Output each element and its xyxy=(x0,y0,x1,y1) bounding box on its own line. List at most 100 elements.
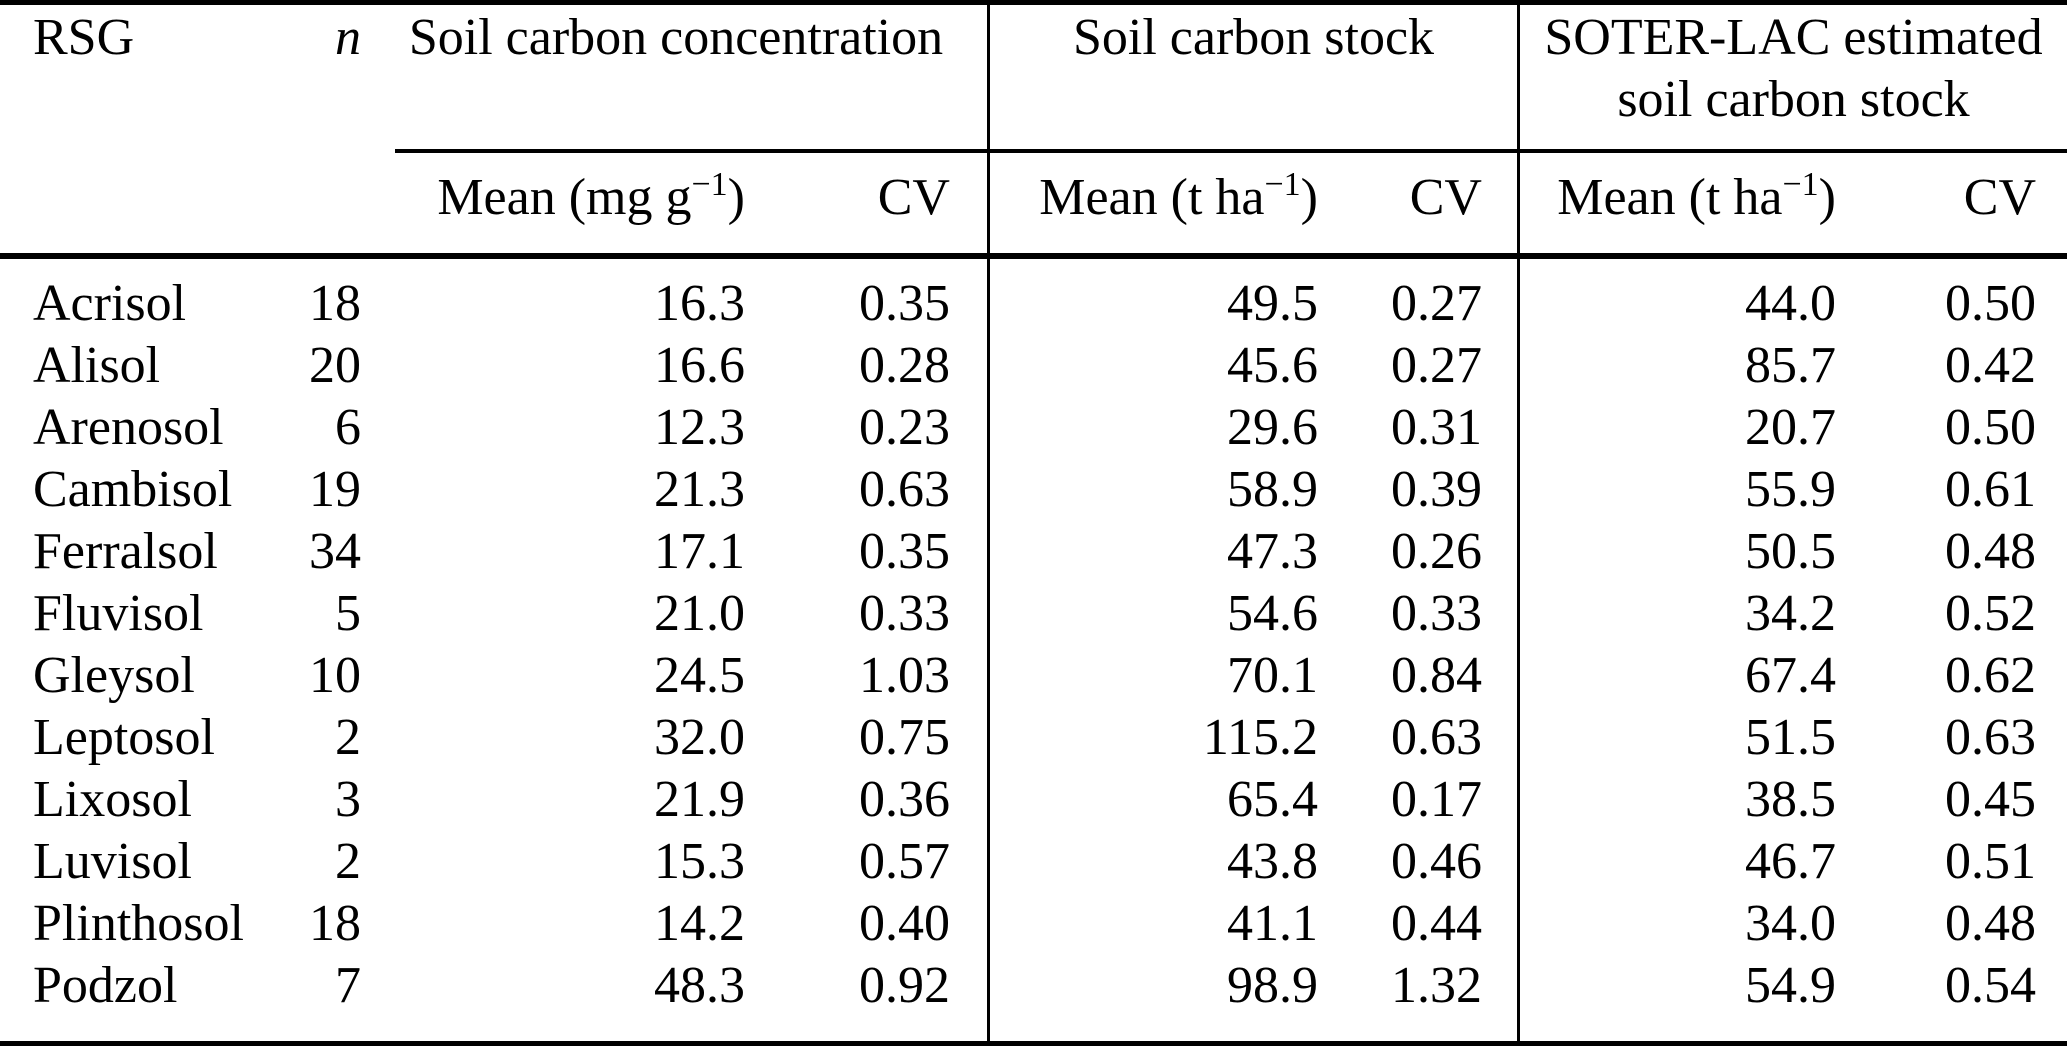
cell-stock-cv: 0.44 xyxy=(1320,893,1520,955)
cell-stock-mean: 58.9 xyxy=(1227,461,1318,518)
cell-conc-cv: 0.57 xyxy=(748,831,990,893)
cell-conc-cv: 0.75 xyxy=(748,707,990,769)
cell-soter-cv: 0.50 xyxy=(1945,274,2037,332)
cell-soter-mean: 50.5 xyxy=(1745,523,1836,580)
cell-conc-mean: 16.3 xyxy=(654,274,745,332)
cell-n: 34 xyxy=(309,523,361,580)
cell-conc-mean: 48.3 xyxy=(654,957,745,1014)
cell-rsg: Alisol xyxy=(33,337,161,394)
cell-n: 10 xyxy=(309,647,361,704)
cell-soter-cv: 0.48 xyxy=(1945,523,2037,580)
cell-soter-cv: 0.54 xyxy=(1945,957,2037,1014)
cell-n: 19 xyxy=(309,461,361,518)
table-row: Gleysol 10 24.5 1.03 70.1 0.84 67.4 0.62 xyxy=(0,645,2067,707)
col-header-stock-cv: CV xyxy=(1320,149,1520,259)
group-header-row: RSG n Soil carbon concentration Soil car… xyxy=(0,5,2067,259)
cell-stock-mean: 70.1 xyxy=(1227,647,1318,704)
cell-stock-mean: 115.2 xyxy=(1202,709,1318,766)
cell-soter-mean: 46.7 xyxy=(1745,833,1836,890)
n-italic-label: n xyxy=(335,9,361,66)
table-row: Acrisol 18 16.3 0.35 49.5 0.27 44.0 0.50 xyxy=(0,259,2067,335)
col-header-soter-cv: CV xyxy=(1838,149,2067,259)
cell-stock-cv: 0.27 xyxy=(1320,335,1520,397)
cell-stock-cv: 1.32 xyxy=(1320,955,1520,1041)
cell-stock-cv: 0.33 xyxy=(1320,583,1520,645)
cell-rsg: Ferralsol xyxy=(33,523,218,580)
table-row: Ferralsol 34 17.1 0.35 47.3 0.26 50.5 0.… xyxy=(0,521,2067,583)
sub-header-row: Mean (mg g−1) CV Mean (t ha−1) CV Mean (… xyxy=(0,149,2067,259)
cell-n: 3 xyxy=(335,771,361,828)
cell-conc-mean: 32.0 xyxy=(654,709,745,766)
cell-rsg: Plinthosol xyxy=(33,895,244,952)
cell-conc-mean: 14.2 xyxy=(654,895,745,952)
cell-conc-cv: 0.35 xyxy=(748,259,990,335)
cell-stock-cv: 0.84 xyxy=(1320,645,1520,707)
table-row: Cambisol 19 21.3 0.63 58.9 0.39 55.9 0.6… xyxy=(0,459,2067,521)
table-header: RSG n Soil carbon concentration Soil car… xyxy=(0,5,2067,259)
table-row: Arenosol 6 12.3 0.23 29.6 0.31 20.7 0.50 xyxy=(0,397,2067,459)
cell-n: 18 xyxy=(309,274,361,332)
cell-rsg: Fluvisol xyxy=(33,585,204,642)
group-header-soil-carbon-stock: Soil carbon stock xyxy=(990,5,1520,149)
superscript-exponent: −1 xyxy=(1264,166,1301,203)
cell-soter-cv: 0.62 xyxy=(1945,647,2037,704)
table-row: Lixosol 3 21.9 0.36 65.4 0.17 38.5 0.45 xyxy=(0,769,2067,831)
cell-stock-mean: 47.3 xyxy=(1227,523,1318,580)
cell-conc-mean: 21.0 xyxy=(654,585,745,642)
col-header-soter-mean: Mean (t ha−1) xyxy=(1520,149,1838,259)
cell-soter-mean: 67.4 xyxy=(1745,647,1836,704)
cell-stock-cv: 0.39 xyxy=(1320,459,1520,521)
col-header-conc-cv: CV xyxy=(748,149,990,259)
cell-n: 2 xyxy=(335,709,361,766)
cell-stock-cv: 0.17 xyxy=(1320,769,1520,831)
cell-n: 18 xyxy=(309,895,361,952)
cell-soter-cv: 0.45 xyxy=(1945,771,2037,828)
cell-soter-mean: 55.9 xyxy=(1745,461,1836,518)
cell-soter-cv: 0.50 xyxy=(1945,399,2037,456)
superscript-exponent: −1 xyxy=(1782,166,1819,203)
cell-conc-cv: 0.63 xyxy=(748,459,990,521)
cell-soter-mean: 44.0 xyxy=(1745,274,1836,332)
cell-conc-cv: 0.36 xyxy=(748,769,990,831)
cell-conc-mean: 12.3 xyxy=(654,399,745,456)
col-header-n: n xyxy=(250,5,365,259)
group-title-line: Soil carbon concentration xyxy=(408,9,944,66)
table-row: Fluvisol 5 21.0 0.33 54.6 0.33 34.2 0.52 xyxy=(0,583,2067,645)
cell-soter-mean: 85.7 xyxy=(1745,337,1836,394)
cell-n: 7 xyxy=(335,957,361,1014)
cell-soter-mean: 38.5 xyxy=(1745,771,1836,828)
cell-rsg: Luvisol xyxy=(33,833,192,890)
cell-stock-cv: 0.31 xyxy=(1320,397,1520,459)
cell-stock-mean: 49.5 xyxy=(1227,274,1318,332)
table-row: Plinthosol 18 14.2 0.40 41.1 0.44 34.0 0… xyxy=(0,893,2067,955)
cell-soter-mean: 34.2 xyxy=(1745,585,1836,642)
cell-stock-mean: 29.6 xyxy=(1227,399,1318,456)
table-row: Alisol 20 16.6 0.28 45.6 0.27 85.7 0.42 xyxy=(0,335,2067,397)
cell-rsg: Arenosol xyxy=(33,399,224,456)
cell-conc-mean: 21.9 xyxy=(654,771,745,828)
cell-soter-cv: 0.51 xyxy=(1945,833,2037,890)
cell-rsg: Cambisol xyxy=(33,461,233,518)
group-title-line: SOTER-LAC estimated xyxy=(1544,9,2043,66)
cell-stock-mean: 43.8 xyxy=(1227,833,1318,890)
cell-rsg: Gleysol xyxy=(33,647,195,704)
cell-conc-mean: 21.3 xyxy=(654,461,745,518)
cell-stock-mean: 41.1 xyxy=(1227,895,1318,952)
cell-rsg: Lixosol xyxy=(33,771,192,828)
cell-stock-mean: 45.6 xyxy=(1227,337,1318,394)
unit-text: ) xyxy=(1300,169,1318,226)
cell-soter-mean: 51.5 xyxy=(1745,709,1836,766)
cell-conc-mean: 15.3 xyxy=(654,833,745,890)
cell-soter-cv: 0.48 xyxy=(1945,895,2037,952)
cell-stock-mean: 54.6 xyxy=(1227,585,1318,642)
cell-stock-cv: 0.26 xyxy=(1320,521,1520,583)
table-row: Luvisol 2 15.3 0.57 43.8 0.46 46.7 0.51 xyxy=(0,831,2067,893)
cell-soter-mean: 20.7 xyxy=(1745,399,1836,456)
group-header-soil-carbon-concentration: Soil carbon concentration xyxy=(365,5,990,149)
cell-stock-cv: 0.63 xyxy=(1320,707,1520,769)
group-title-line: soil carbon stock xyxy=(1617,71,1970,128)
cell-stock-cv: 0.46 xyxy=(1320,831,1520,893)
cell-n: 2 xyxy=(335,833,361,890)
unit-text: Mean (t ha xyxy=(1039,169,1265,226)
cell-stock-mean: 98.9 xyxy=(1227,957,1318,1014)
